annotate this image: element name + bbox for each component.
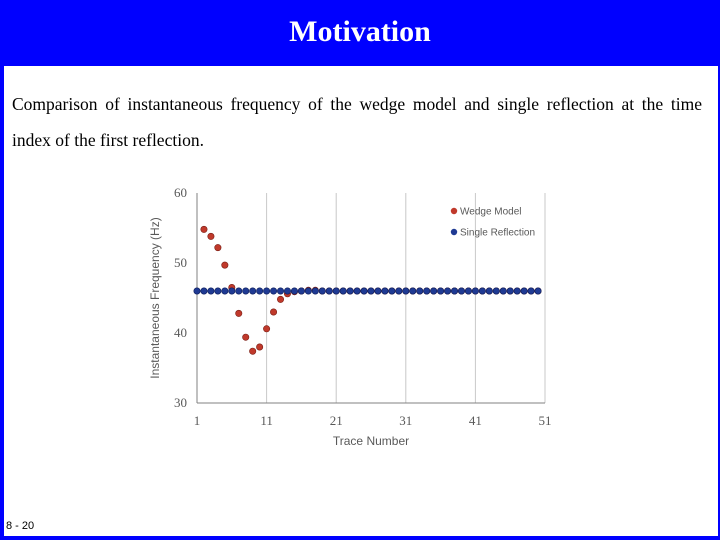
data-point: [339, 287, 347, 295]
data-point: [249, 287, 257, 295]
data-point: [193, 287, 201, 295]
data-point: [242, 333, 250, 341]
slide-content: Comparison of instantaneous frequency of…: [4, 66, 718, 536]
data-point: [207, 232, 215, 240]
legend-label: Single Reflection: [460, 228, 535, 239]
data-point: [451, 287, 459, 295]
data-point: [353, 287, 361, 295]
legend-marker: [450, 228, 458, 236]
series-single-reflection: [193, 287, 542, 295]
data-point: [325, 287, 333, 295]
data-point: [388, 287, 396, 295]
x-tick-label: 21: [330, 413, 343, 428]
data-point: [457, 287, 465, 295]
data-point: [214, 244, 222, 252]
data-point: [270, 287, 278, 295]
data-point: [367, 287, 375, 295]
data-point: [311, 287, 319, 295]
data-point: [430, 287, 438, 295]
data-point: [513, 287, 521, 295]
data-point: [214, 287, 222, 295]
data-point: [304, 287, 312, 295]
grid: [266, 193, 546, 403]
data-point: [235, 287, 243, 295]
y-tick-labels: 30 40 50 60: [174, 185, 187, 410]
body-text: Comparison of instantaneous frequency of…: [12, 94, 702, 150]
data-point: [520, 287, 528, 295]
data-point: [471, 287, 479, 295]
data-point: [200, 287, 208, 295]
data-point: [437, 287, 445, 295]
data-point: [318, 287, 326, 295]
legend: Wedge Model Single Reflection: [450, 207, 535, 239]
data-point: [256, 287, 264, 295]
data-point: [277, 287, 285, 295]
data-point: [263, 325, 271, 333]
data-point: [346, 287, 354, 295]
data-point: [402, 287, 410, 295]
legend-label: Wedge Model: [460, 207, 522, 218]
x-tick-label: 1: [194, 413, 201, 428]
data-point: [499, 287, 507, 295]
y-tick-label: 40: [174, 325, 187, 340]
x-tick-label: 51: [539, 413, 552, 428]
data-point: [207, 287, 215, 295]
data-point: [527, 287, 535, 295]
data-point: [374, 287, 382, 295]
data-point: [332, 287, 340, 295]
data-point: [381, 287, 389, 295]
x-tick-label: 11: [260, 413, 273, 428]
data-point: [423, 287, 431, 295]
x-tick-labels: 1 11 21 31 41 51: [194, 413, 552, 428]
slide-number: 8 - 20: [6, 520, 35, 532]
axes: [196, 193, 545, 404]
data-point: [249, 347, 257, 355]
data-point: [492, 287, 500, 295]
data-point: [235, 309, 243, 317]
data-point: [444, 287, 452, 295]
y-tick-label: 50: [174, 255, 187, 270]
data-point: [478, 287, 486, 295]
x-tick-label: 31: [399, 413, 412, 428]
y-tick-label: 60: [174, 185, 187, 200]
data-point: [263, 287, 271, 295]
data-point: [277, 295, 285, 303]
data-point: [485, 287, 493, 295]
data-point: [409, 287, 417, 295]
data-point: [200, 225, 208, 233]
data-point: [242, 287, 250, 295]
y-axis-title: Instantaneous Frequency (Hz): [148, 217, 162, 378]
data-point: [270, 308, 278, 316]
legend-marker: [450, 207, 458, 215]
x-axis-title: Trace Number: [333, 434, 409, 448]
y-tick-label: 30: [174, 395, 187, 410]
data-point: [256, 343, 264, 351]
data-point: [506, 287, 514, 295]
data-point: [464, 287, 472, 295]
data-point: [360, 287, 368, 295]
x-tick-label: 41: [469, 413, 482, 428]
data-point: [221, 261, 229, 269]
data-point: [221, 287, 229, 295]
data-point: [395, 287, 403, 295]
slide-title: Motivation: [289, 15, 431, 48]
series: [193, 225, 542, 355]
data-point: [283, 287, 291, 295]
data-point: [290, 287, 298, 295]
data-point: [228, 287, 236, 295]
data-point: [416, 287, 424, 295]
data-point: [297, 287, 305, 295]
data-point: [534, 287, 542, 295]
